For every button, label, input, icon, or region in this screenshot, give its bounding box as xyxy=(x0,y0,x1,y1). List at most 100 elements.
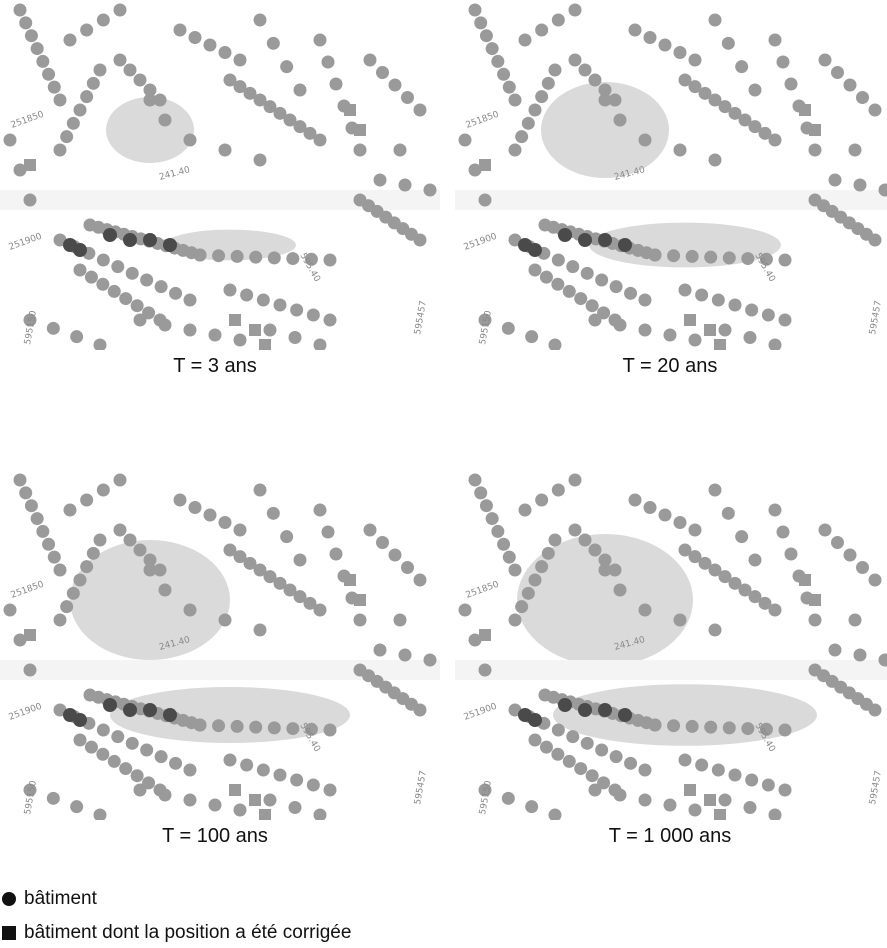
building-marker xyxy=(125,736,139,750)
building-marker xyxy=(63,33,77,47)
building-marker xyxy=(628,493,642,507)
building-marker xyxy=(566,260,580,274)
building-marker xyxy=(588,313,602,327)
building-marker-dark xyxy=(558,698,572,712)
building-marker xyxy=(321,55,335,69)
building-marker xyxy=(125,266,139,280)
building-marker xyxy=(638,763,652,777)
building-marker xyxy=(256,293,270,307)
building-marker xyxy=(613,583,627,597)
building-marker xyxy=(203,38,217,52)
corrected-building-marker xyxy=(479,159,491,171)
building-marker xyxy=(698,556,712,570)
building-marker-dark xyxy=(73,713,87,727)
building-marker xyxy=(648,718,662,732)
building-marker xyxy=(293,120,307,134)
map-label: 251900 xyxy=(463,702,499,723)
building-marker xyxy=(133,313,147,327)
building-marker xyxy=(96,253,110,267)
building-marker xyxy=(53,93,67,107)
building-marker xyxy=(478,663,492,677)
building-marker xyxy=(113,53,127,67)
road xyxy=(455,190,887,210)
building-marker-dark xyxy=(73,243,87,257)
building-marker xyxy=(42,537,56,551)
building-marker xyxy=(111,730,125,744)
building-marker xyxy=(107,754,121,768)
building-marker xyxy=(828,173,842,187)
building-marker xyxy=(80,90,94,104)
building-marker xyxy=(738,583,752,597)
building-marker xyxy=(856,91,869,104)
building-marker xyxy=(158,318,172,332)
building-marker xyxy=(678,73,692,87)
building-marker xyxy=(266,36,280,50)
panel-caption: T = 3 ans xyxy=(173,355,257,377)
building-marker xyxy=(778,783,792,797)
building-marker xyxy=(266,506,280,520)
building-marker xyxy=(143,563,157,577)
building-marker xyxy=(183,323,197,337)
building-marker xyxy=(423,183,437,197)
building-marker xyxy=(718,570,732,584)
building-marker xyxy=(663,798,677,812)
building-marker xyxy=(468,163,482,177)
building-marker-dark xyxy=(598,703,612,717)
building-marker xyxy=(708,13,722,27)
building-marker xyxy=(551,747,565,761)
building-marker xyxy=(468,633,482,647)
building-marker xyxy=(508,563,522,577)
building-marker xyxy=(580,736,594,750)
building-marker xyxy=(663,328,677,342)
building-marker xyxy=(223,543,237,557)
panel-caption: T = 1 000 ans xyxy=(608,825,732,847)
building-marker xyxy=(363,523,377,537)
map-label: 595457 xyxy=(413,770,429,806)
building-marker xyxy=(153,93,167,107)
building-marker xyxy=(323,783,337,797)
building-marker xyxy=(678,753,692,767)
building-marker xyxy=(93,63,107,77)
building-marker xyxy=(293,553,307,567)
building-marker xyxy=(497,537,511,551)
building-marker xyxy=(53,613,67,627)
building-marker xyxy=(474,16,488,30)
building-marker xyxy=(96,277,110,291)
flood-zone xyxy=(106,97,194,163)
building-marker xyxy=(853,648,867,662)
building-marker xyxy=(212,249,226,263)
building-marker xyxy=(96,747,110,761)
building-marker xyxy=(688,550,702,564)
building-marker xyxy=(183,293,197,307)
building-marker xyxy=(23,313,37,327)
building-marker xyxy=(548,533,562,547)
building-marker xyxy=(595,273,609,287)
building-marker xyxy=(290,303,304,317)
building-marker xyxy=(688,80,702,94)
building-marker xyxy=(776,525,790,539)
building-marker xyxy=(130,299,144,313)
map-label: 595457 xyxy=(868,770,884,806)
building-marker xyxy=(303,126,317,140)
building-marker xyxy=(313,133,327,147)
building-marker xyxy=(323,253,337,267)
building-marker xyxy=(778,723,792,737)
building-marker xyxy=(485,512,499,526)
building-marker xyxy=(768,338,782,350)
building-marker xyxy=(708,93,722,107)
building-marker-dark xyxy=(558,228,572,242)
building-marker xyxy=(759,252,773,266)
building-marker xyxy=(878,653,887,667)
building-marker xyxy=(718,323,732,337)
map-panel: 241.40 251850 251900 595.40 595150 595457 T = … xyxy=(0,470,440,870)
building-marker xyxy=(73,103,87,117)
map-label: 595150 xyxy=(478,310,494,346)
building-marker xyxy=(502,550,516,564)
building-marker xyxy=(658,38,672,52)
building-marker xyxy=(673,516,687,529)
building-marker xyxy=(273,576,287,590)
building-marker xyxy=(853,178,867,192)
building-marker xyxy=(828,643,842,657)
building-marker xyxy=(304,252,318,266)
building-marker xyxy=(273,106,287,120)
